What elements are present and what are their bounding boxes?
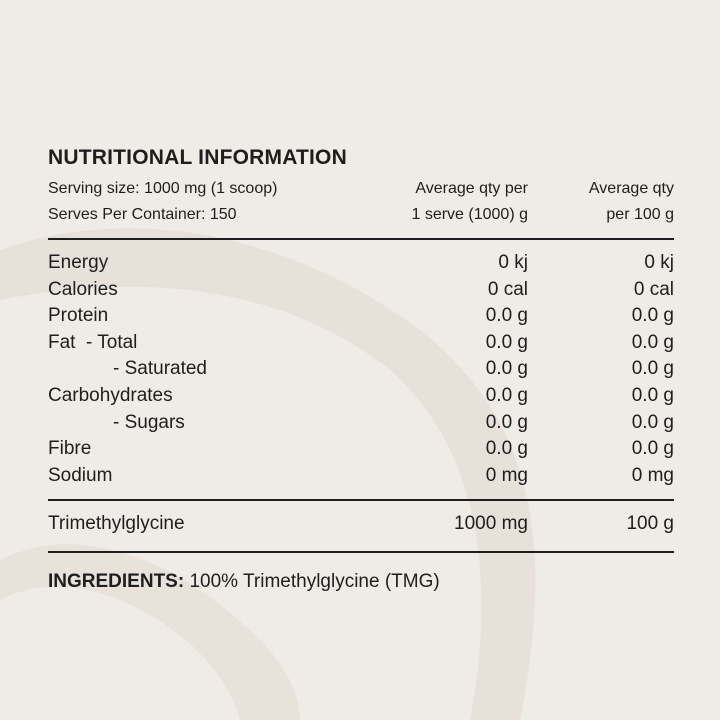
row-label: Fat - Total (48, 331, 138, 353)
row-per-100g: 0 kj (644, 252, 674, 273)
row-per-serve: 0 mg (485, 464, 528, 486)
table-row: Carbohydrates 0.0 g 0.0 g (48, 383, 674, 410)
ingredients-text: 100% Trimethylglycine (TMG) (189, 571, 440, 593)
header-row-2: Serves Per Container: 150 1 serve (1000)… (48, 202, 674, 228)
table-row: Energy 0 kj 0 kj (48, 250, 674, 277)
divider-middle (48, 499, 674, 502)
row-per-100g: 0.0 g (631, 358, 674, 380)
row-label: Calories (48, 278, 118, 300)
row-label: Energy (48, 252, 109, 273)
col-per-serve-heading-1: Average qty per (415, 180, 528, 197)
panel-title: NUTRITIONAL INFORMATION (48, 146, 347, 169)
row-per-serve: 0.0 g (485, 411, 528, 433)
row-label: - Saturated (113, 358, 207, 380)
divider-top (48, 238, 674, 240)
active-ingredient-row: Trimethylglycine 1000 mg 100 g (48, 511, 674, 537)
nutrition-panel: NUTRITIONAL INFORMATION Serving size: 10… (48, 144, 674, 595)
row-label: Protein (48, 305, 109, 327)
table-row: Protein 0.0 g 0.0 g (48, 303, 674, 330)
serves-per-container: Serves Per Container: 150 (48, 206, 237, 223)
col-per-100g-heading-1: Average qty (588, 180, 674, 197)
row-label: Carbohydrates (48, 384, 173, 406)
row-per-100g: 0.0 g (631, 305, 674, 327)
row-label: Fibre (48, 438, 92, 460)
serving-size: Serving size: 1000 mg (1 scoop) (48, 180, 278, 197)
row-per-serve: 0.0 g (485, 305, 528, 327)
row-per-100g: 0 cal (633, 278, 674, 300)
nutrient-rows: Energy 0 kj 0 kj Calories 0 cal 0 cal Pr… (48, 250, 674, 489)
active-ingredient-per-100g: 100 g (626, 513, 674, 535)
row-per-100g: 0 mg (631, 464, 674, 486)
ingredients-line: INGREDIENTS: 100% Trimethylglycine (TMG) (48, 569, 674, 595)
row-per-serve: 0.0 g (485, 331, 528, 353)
col-per-serve-heading-2: 1 serve (1000) g (411, 206, 528, 223)
row-label: - Sugars (113, 411, 185, 433)
row-per-serve: 0.0 g (485, 384, 528, 406)
row-label: Sodium (48, 464, 113, 486)
table-row: - Sugars 0.0 g 0.0 g (48, 410, 674, 437)
table-row: Fat - Total 0.0 g 0.0 g (48, 330, 674, 357)
row-per-100g: 0.0 g (631, 384, 674, 406)
active-ingredient-per-serve: 1000 mg (454, 513, 528, 535)
header-row-1: Serving size: 1000 mg (1 scoop) Average … (48, 176, 674, 202)
row-per-serve: 0 kj (498, 252, 528, 273)
table-row: Calories 0 cal 0 cal (48, 277, 674, 304)
table-row: Sodium 0 mg 0 mg (48, 463, 674, 490)
table-row: - Saturated 0.0 g 0.0 g (48, 356, 674, 383)
row-per-100g: 0.0 g (631, 411, 674, 433)
row-per-serve: 0.0 g (485, 438, 528, 460)
ingredients-label: INGREDIENTS: (48, 571, 185, 593)
divider-bottom (48, 551, 674, 554)
col-per-100g-heading-2: per 100 g (606, 206, 674, 223)
row-per-100g: 0.0 g (631, 438, 674, 460)
row-per-serve: 0 cal (487, 278, 528, 300)
row-per-serve: 0.0 g (485, 358, 528, 380)
table-row: Fibre 0.0 g 0.0 g (48, 436, 674, 463)
active-ingredient-label: Trimethylglycine (48, 513, 185, 535)
row-per-100g: 0.0 g (631, 331, 674, 353)
